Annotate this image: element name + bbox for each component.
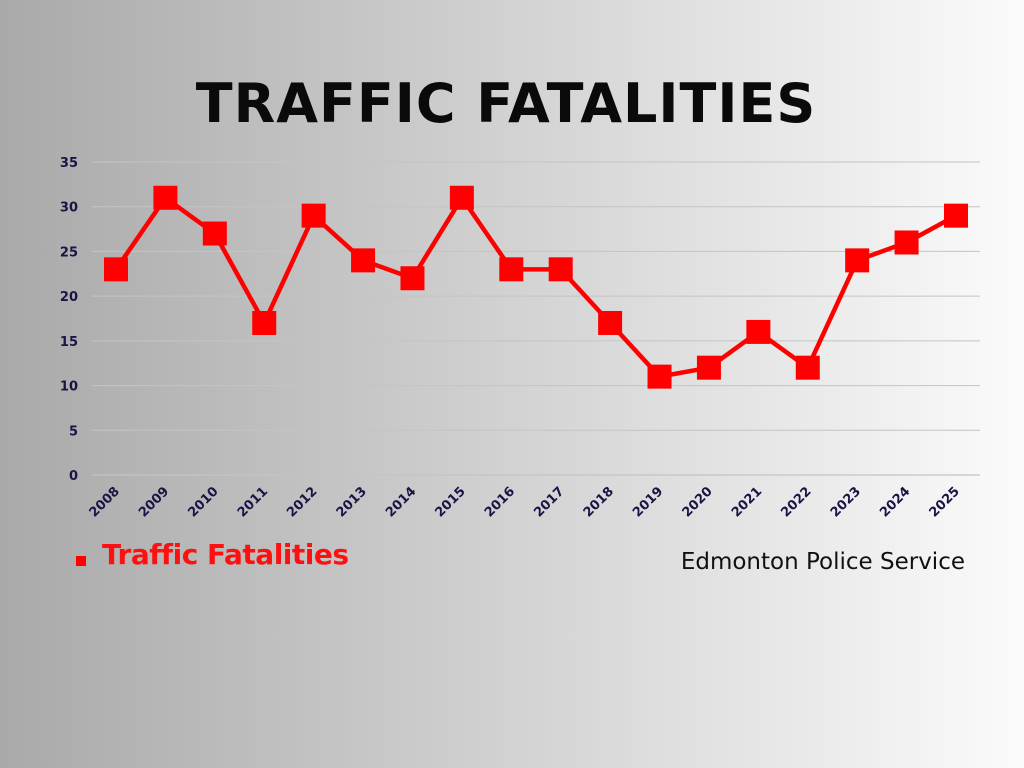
data-point-marker: [845, 248, 870, 273]
data-point-marker: [795, 355, 820, 380]
y-tick-label: 20: [60, 290, 78, 305]
x-tick-label: 2022: [778, 484, 814, 520]
x-tick-label: 2015: [433, 484, 469, 520]
series-line: [114, 195, 958, 379]
data-point-marker: [548, 257, 573, 282]
x-tick-label: 2013: [334, 484, 370, 520]
y-tick-label: 25: [60, 245, 78, 260]
y-tick-label: 30: [60, 201, 78, 216]
y-tick-label: 5: [69, 424, 78, 439]
legend-swatch: [76, 555, 86, 566]
x-tick-label: 2025: [927, 484, 963, 520]
x-tick-label: 2012: [284, 484, 320, 520]
x-tick-label: 2010: [185, 484, 221, 520]
data-point-marker: [351, 248, 376, 273]
x-tick-label: 2009: [136, 484, 172, 520]
data-point-marker: [647, 364, 672, 389]
data-point-marker: [104, 257, 128, 282]
y-tick-label: 35: [60, 156, 78, 171]
data-point-marker: [153, 185, 178, 210]
data-point-marker: [598, 310, 623, 335]
data-point-marker: [746, 319, 771, 344]
data-point-marker: [400, 266, 425, 291]
x-tick-label: 2021: [729, 484, 765, 520]
data-point-marker: [449, 185, 474, 210]
legend-label: Traffic Fatalities: [102, 538, 349, 571]
data-point-marker: [252, 310, 277, 335]
chart-title: TRAFFIC FATALITIES: [195, 72, 817, 135]
x-tick-label: 2017: [531, 484, 567, 520]
data-point-marker: [301, 203, 326, 228]
data-point-marker: [202, 221, 227, 246]
data-point-marker: [944, 203, 968, 228]
x-tick-label: 2011: [235, 484, 271, 520]
x-tick-label: 2023: [828, 484, 864, 520]
data-point-marker: [696, 355, 721, 380]
x-tick-label: 2020: [680, 484, 716, 520]
x-tick-label: 2016: [482, 484, 518, 520]
x-tick-label: 2018: [581, 484, 617, 520]
y-tick-label: 10: [60, 380, 78, 395]
legend: Traffic Fatalities: [76, 538, 349, 571]
x-tick-label: 2014: [383, 484, 419, 520]
y-tick-label: 0: [69, 469, 78, 484]
data-point-marker: [499, 257, 524, 282]
x-tick-label: 2024: [877, 484, 913, 520]
x-tick-label: 2008: [87, 484, 123, 520]
x-tick-label: 2019: [630, 484, 666, 520]
y-tick-label: 15: [60, 335, 78, 350]
data-point-marker: [894, 230, 919, 255]
source-credit: Edmonton Police Service: [680, 549, 965, 575]
